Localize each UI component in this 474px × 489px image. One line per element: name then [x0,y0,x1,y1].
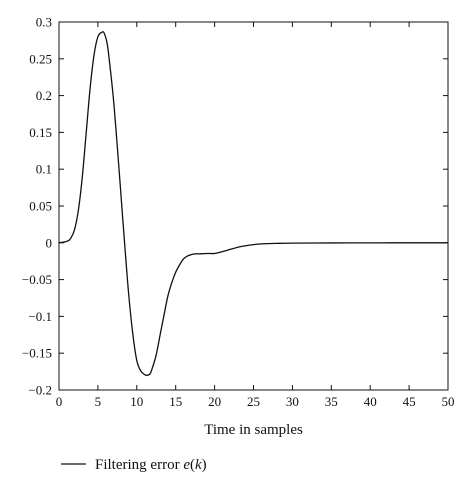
tick-labels: 0 5 10 15 20 25 30 35 40 45 50 −0.2 −0.15 −0.1 −0.05 0 0… [22,15,455,410]
x-tick-label: 10 [130,394,143,409]
x-tick-label: 45 [403,394,416,409]
legend-open-paren: ( [190,457,195,473]
legend-close-paren: ) [202,457,207,473]
y-tick-label: 0.15 [29,125,52,140]
legend: Filtering error e(k) [61,457,207,473]
y-tick-label: −0.1 [28,309,52,324]
y-tick-label: 0.3 [36,15,52,30]
x-tick-label: 15 [169,394,182,409]
legend-math-arg: k [195,457,202,473]
x-tick-label: 20 [208,394,221,409]
x-tick-label: 25 [247,394,260,409]
x-tick-label: 0 [56,394,63,409]
axis-ticks [58,21,449,391]
y-tick-label: 0.05 [29,199,52,214]
legend-math-var: e [183,457,190,473]
y-tick-label: 0.25 [29,51,52,66]
series-line-filtering-error [58,31,449,376]
x-tick-label: 40 [364,394,377,409]
plot-frame [58,21,449,391]
x-tick-label: 30 [286,394,299,409]
x-tick-label: 50 [442,394,455,409]
legend-prefix: Filtering error [95,457,183,473]
x-tick-label: 35 [325,394,338,409]
y-tick-label: −0.15 [22,346,52,361]
y-tick-label: 0.2 [36,88,52,103]
x-axis-title: Time in samples [204,422,303,438]
y-tick-label: 0 [46,235,53,250]
x-tick-label: 5 [95,394,102,409]
legend-entry-label: Filtering error e(k) [95,457,207,473]
y-tick-label: −0.2 [28,383,52,398]
y-tick-label: 0.1 [36,162,52,177]
y-tick-label: −0.05 [22,272,52,287]
